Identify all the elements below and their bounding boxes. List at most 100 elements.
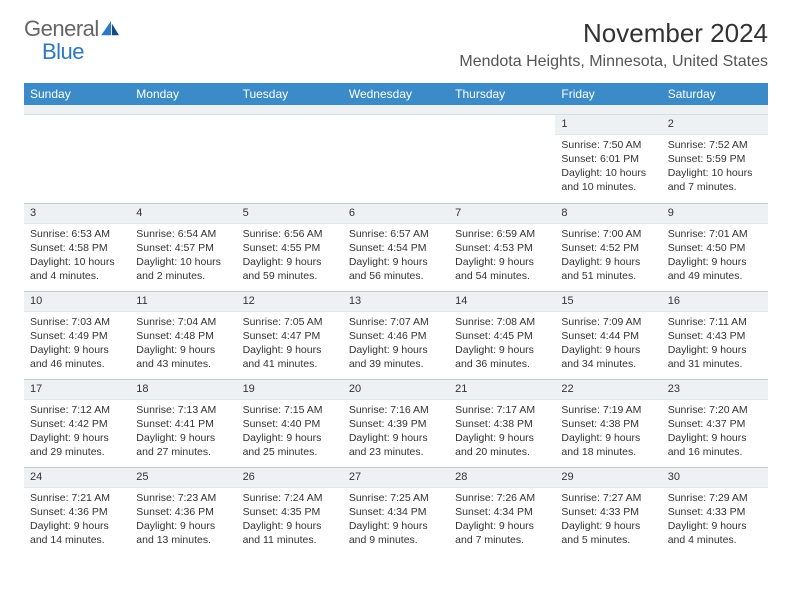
daylight-line: Daylight: 9 hours and 56 minutes. bbox=[349, 255, 443, 283]
date-number: 6 bbox=[343, 203, 449, 224]
day-cell: 21Sunrise: 7:17 AMSunset: 4:38 PMDayligh… bbox=[449, 379, 555, 467]
daylight-line: Daylight: 9 hours and 5 minutes. bbox=[561, 519, 655, 547]
day-cell: 20Sunrise: 7:16 AMSunset: 4:39 PMDayligh… bbox=[343, 379, 449, 467]
logo-text-1: General bbox=[24, 16, 99, 41]
date-number: 11 bbox=[130, 291, 236, 312]
sunrise-line: Sunrise: 7:11 AM bbox=[668, 315, 762, 329]
sunset-line: Sunset: 4:34 PM bbox=[455, 505, 549, 519]
week-row: 1Sunrise: 7:50 AMSunset: 6:01 PMDaylight… bbox=[24, 115, 768, 203]
sunrise-line: Sunrise: 6:53 AM bbox=[30, 227, 124, 241]
day-cell: 13Sunrise: 7:07 AMSunset: 4:46 PMDayligh… bbox=[343, 291, 449, 379]
sunset-line: Sunset: 4:58 PM bbox=[30, 241, 124, 255]
sunset-line: Sunset: 4:34 PM bbox=[349, 505, 443, 519]
sunrise-line: Sunrise: 6:54 AM bbox=[136, 227, 230, 241]
day-cell: 23 Sunrise: 7:20 AMSunset: 4:37 PMDayligh… bbox=[662, 379, 768, 467]
date-number: 20 bbox=[343, 379, 449, 400]
sunrise-line: Sunrise: 7:26 AM bbox=[455, 491, 549, 505]
empty-cell bbox=[130, 115, 236, 203]
daylight-line: Daylight: 9 hours and 9 minutes. bbox=[349, 519, 443, 547]
date-number: 10 bbox=[24, 291, 130, 312]
week-row: 24Sunrise: 7:21 AMSunset: 4:36 PMDayligh… bbox=[24, 467, 768, 555]
day-cell: 8Sunrise: 7:00 AMSunset: 4:52 PMDaylight… bbox=[555, 203, 661, 291]
date-number: 12 bbox=[237, 291, 343, 312]
sunrise-line: Sunrise: 7:24 AM bbox=[243, 491, 337, 505]
day-cell: 18Sunrise: 7:13 AMSunset: 4:41 PMDayligh… bbox=[130, 379, 236, 467]
daylight-line: Daylight: 9 hours and 18 minutes. bbox=[561, 431, 655, 459]
daylight-line: Daylight: 9 hours and 43 minutes. bbox=[136, 343, 230, 371]
sunset-line: Sunset: 4:49 PM bbox=[30, 329, 124, 343]
day-cell: 6Sunrise: 6:57 AMSunset: 4:54 PMDaylight… bbox=[343, 203, 449, 291]
daylight-line: Daylight: 9 hours and 39 minutes. bbox=[349, 343, 443, 371]
sunrise-line: Sunrise: 7:25 AM bbox=[349, 491, 443, 505]
date-number: 26 bbox=[237, 467, 343, 488]
daylight-line: Daylight: 9 hours and 16 minutes. bbox=[668, 431, 762, 459]
day-cell: 17Sunrise: 7:12 AMSunset: 4:42 PMDayligh… bbox=[24, 379, 130, 467]
sunrise-line: Sunrise: 7:12 AM bbox=[30, 403, 124, 417]
date-number: 3 bbox=[24, 203, 130, 224]
date-number: 13 bbox=[343, 291, 449, 312]
date-number: 8 bbox=[555, 203, 661, 224]
date-number: 1 bbox=[555, 115, 661, 135]
date-number: 19 bbox=[237, 379, 343, 400]
date-number: 24 bbox=[24, 467, 130, 488]
daylight-line: Daylight: 10 hours and 4 minutes. bbox=[30, 255, 124, 283]
sunset-line: Sunset: 4:50 PM bbox=[668, 241, 762, 255]
day-cell: 11 Sunrise: 7:04 AMSunset: 4:48 PMDayligh… bbox=[130, 291, 236, 379]
sunrise-line: Sunrise: 7:04 AM bbox=[136, 315, 230, 329]
date-number: 4 bbox=[130, 203, 236, 224]
week-row: 17Sunrise: 7:12 AMSunset: 4:42 PMDayligh… bbox=[24, 379, 768, 467]
month-title: November 2024 bbox=[459, 18, 768, 49]
sunrise-line: Sunrise: 6:59 AM bbox=[455, 227, 549, 241]
date-number: 23 bbox=[662, 379, 768, 400]
week-row: 3Sunrise: 6:53 AMSunset: 4:58 PMDaylight… bbox=[24, 203, 768, 291]
sunrise-line: Sunrise: 7:20 AM bbox=[668, 403, 762, 417]
calendar: SundayMondayTuesdayWednesdayThursdayFrid… bbox=[24, 83, 768, 555]
daylight-line: Daylight: 9 hours and 23 minutes. bbox=[349, 431, 443, 459]
sunset-line: Sunset: 4:44 PM bbox=[561, 329, 655, 343]
daylight-line: Daylight: 9 hours and 4 minutes. bbox=[668, 519, 762, 547]
date-number: 7 bbox=[449, 203, 555, 224]
logo-text-2: Blue bbox=[24, 39, 84, 64]
sunrise-line: Sunrise: 7:05 AM bbox=[243, 315, 337, 329]
sunrise-line: Sunrise: 6:57 AM bbox=[349, 227, 443, 241]
sunset-line: Sunset: 4:33 PM bbox=[668, 505, 762, 519]
sunset-line: Sunset: 4:38 PM bbox=[561, 417, 655, 431]
empty-cell bbox=[449, 115, 555, 203]
day-cell: 16Sunrise: 7:11 AMSunset: 4:43 PMDayligh… bbox=[662, 291, 768, 379]
sunset-line: Sunset: 4:47 PM bbox=[243, 329, 337, 343]
sunset-line: Sunset: 4:53 PM bbox=[455, 241, 549, 255]
daylight-line: Daylight: 9 hours and 54 minutes. bbox=[455, 255, 549, 283]
date-number: 22 bbox=[555, 379, 661, 400]
day-cell: 26Sunrise: 7:24 AMSunset: 4:35 PMDayligh… bbox=[237, 467, 343, 555]
daylight-line: Daylight: 9 hours and 59 minutes. bbox=[243, 255, 337, 283]
date-number: 27 bbox=[343, 467, 449, 488]
sunrise-line: Sunrise: 7:16 AM bbox=[349, 403, 443, 417]
daylight-line: Daylight: 9 hours and 13 minutes. bbox=[136, 519, 230, 547]
day-cell: 3 Sunrise: 6:53 AMSunset: 4:58 PMDaylight… bbox=[24, 203, 130, 291]
sunset-line: Sunset: 4:48 PM bbox=[136, 329, 230, 343]
day-cell: 14Sunrise: 7:08 AMSunset: 4:45 PMDayligh… bbox=[449, 291, 555, 379]
date-number: 9 bbox=[662, 203, 768, 224]
day-cell: 28Sunrise: 7:26 AMSunset: 4:34 PMDayligh… bbox=[449, 467, 555, 555]
sunset-line: Sunset: 4:43 PM bbox=[668, 329, 762, 343]
day-cell: 2Sunrise: 7:52 AMSunset: 5:59 PMDaylight… bbox=[662, 115, 768, 203]
date-number: 16 bbox=[662, 291, 768, 312]
day-cell: 19Sunrise: 7:15 AMSunset: 4:40 PMDayligh… bbox=[237, 379, 343, 467]
sunrise-line: Sunrise: 7:07 AM bbox=[349, 315, 443, 329]
logo: GeneralBlue bbox=[24, 18, 121, 63]
date-number: 28 bbox=[449, 467, 555, 488]
day-cell: 5Sunrise: 6:56 AMSunset: 4:55 PMDaylight… bbox=[237, 203, 343, 291]
sunrise-line: Sunrise: 7:08 AM bbox=[455, 315, 549, 329]
day-cell: 1Sunrise: 7:50 AMSunset: 6:01 PMDaylight… bbox=[555, 115, 661, 203]
sunset-line: Sunset: 4:41 PM bbox=[136, 417, 230, 431]
sunset-line: Sunset: 4:38 PM bbox=[455, 417, 549, 431]
sunrise-line: Sunrise: 7:21 AM bbox=[30, 491, 124, 505]
sunset-line: Sunset: 4:37 PM bbox=[668, 417, 762, 431]
empty-cell bbox=[24, 115, 130, 203]
date-number: 25 bbox=[130, 467, 236, 488]
daylight-line: Daylight: 9 hours and 29 minutes. bbox=[30, 431, 124, 459]
weekday-header: Saturday bbox=[662, 83, 768, 105]
daylight-line: Daylight: 10 hours and 7 minutes. bbox=[668, 166, 762, 194]
daylight-line: Daylight: 9 hours and 41 minutes. bbox=[243, 343, 337, 371]
date-number: 18 bbox=[130, 379, 236, 400]
